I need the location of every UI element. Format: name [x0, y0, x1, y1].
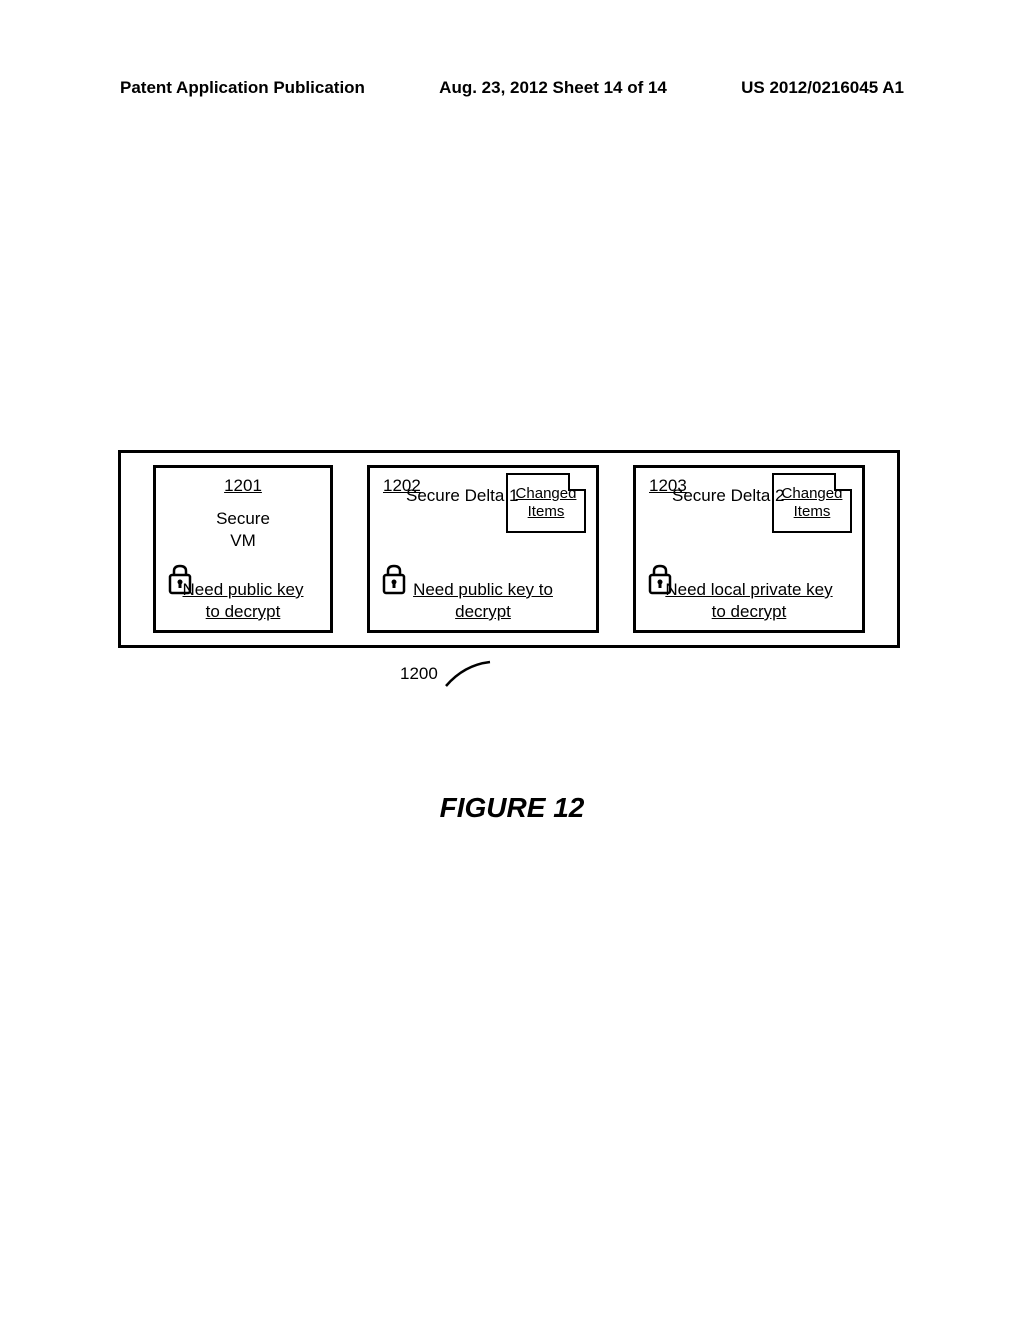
doc-label-1: Changed Items [516, 485, 577, 521]
box1-title: Secure VM [216, 508, 270, 552]
box1-subtitle: Need public key to decrypt [183, 579, 304, 623]
header-patent-number: US 2012/0216045 A1 [741, 78, 904, 98]
figure-title: FIGURE 12 [0, 792, 1024, 824]
lock-icon [166, 563, 194, 595]
pointer-curve-icon [444, 660, 492, 688]
box2-subtitle: Need public key to decrypt [413, 579, 553, 623]
figure-reference-pointer: 1200 [400, 660, 492, 688]
lock-icon [646, 563, 674, 595]
ref-label-1200: 1200 [400, 664, 438, 684]
box3-title: Secure Delta 2 [672, 486, 784, 506]
page-header: Patent Application Publication Aug. 23, … [0, 78, 1024, 98]
figure-diagram-container: 1201 Secure VM Need public key to decryp… [118, 450, 900, 648]
lock-icon [380, 563, 408, 595]
box3-subtitle: Need local private key to decrypt [665, 579, 832, 623]
secure-vm-box: 1201 Secure VM Need public key to decryp… [153, 465, 333, 633]
doc-label-2: Changed Items [782, 485, 843, 521]
header-publication: Patent Application Publication [120, 78, 365, 98]
header-date-sheet: Aug. 23, 2012 Sheet 14 of 14 [439, 78, 667, 98]
secure-delta-1-box: 1202 Changed Items Secure Delta 1 Need p… [367, 465, 599, 633]
secure-delta-2-box: 1203 Changed Items Secure Delta 2 Need l… [633, 465, 865, 633]
ref-number-1201: 1201 [224, 476, 262, 496]
box2-title: Secure Delta 1 [406, 486, 518, 506]
